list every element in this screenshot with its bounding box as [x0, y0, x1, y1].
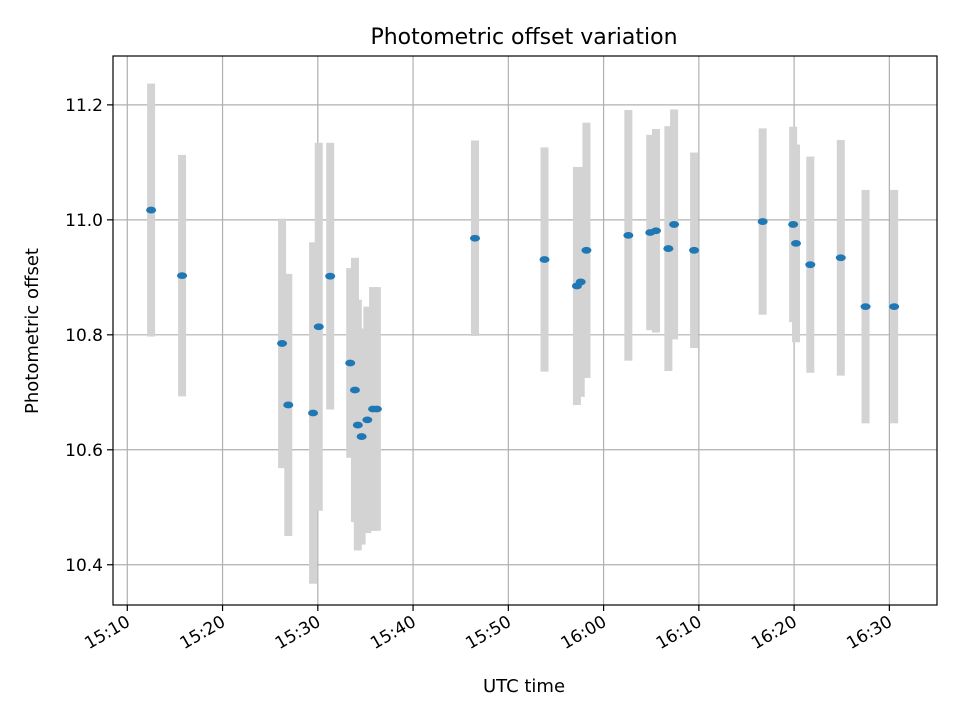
data-point: [669, 221, 680, 228]
data-point: [356, 433, 367, 440]
data-point: [345, 359, 356, 367]
data-point: [689, 246, 700, 254]
data-point: [177, 272, 188, 279]
data-point: [663, 245, 674, 252]
y-axis-label: Photometric offset: [22, 248, 43, 414]
data-point: [575, 278, 586, 286]
data-point: [623, 231, 634, 239]
plot-frame: [112, 55, 938, 606]
data-point: [469, 234, 480, 242]
y-tick-label: 11.2: [65, 96, 103, 116]
chart-title: Photometric offset variation: [370, 25, 677, 50]
data-point: [650, 227, 661, 235]
y-tick-label: 11.0: [65, 211, 103, 231]
data-point: [835, 254, 846, 262]
data-markers: [146, 206, 900, 440]
data-point: [889, 303, 900, 311]
y-axis-ticks: 10.4 10.6 10.8 11.0 11.2: [65, 96, 113, 576]
data-point: [325, 272, 336, 280]
data-point: [757, 218, 768, 225]
data-point: [805, 261, 816, 269]
y-tick-label: 10.4: [65, 556, 103, 576]
data-point: [539, 256, 550, 263]
data-point: [791, 240, 802, 247]
data-point: [308, 409, 319, 417]
data-point: [581, 246, 592, 254]
x-axis-label: UTC time: [483, 676, 565, 697]
data-point: [283, 401, 294, 409]
data-point: [362, 416, 373, 424]
y-tick-label: 10.6: [65, 441, 103, 461]
data-point: [313, 323, 324, 331]
data-point: [277, 340, 288, 347]
data-point: [860, 303, 871, 311]
data-point: [146, 206, 157, 214]
data-point: [352, 421, 363, 429]
data-point: [788, 221, 799, 228]
data-point: [349, 386, 360, 394]
y-tick-label: 10.8: [65, 326, 103, 346]
data-point: [371, 405, 382, 413]
